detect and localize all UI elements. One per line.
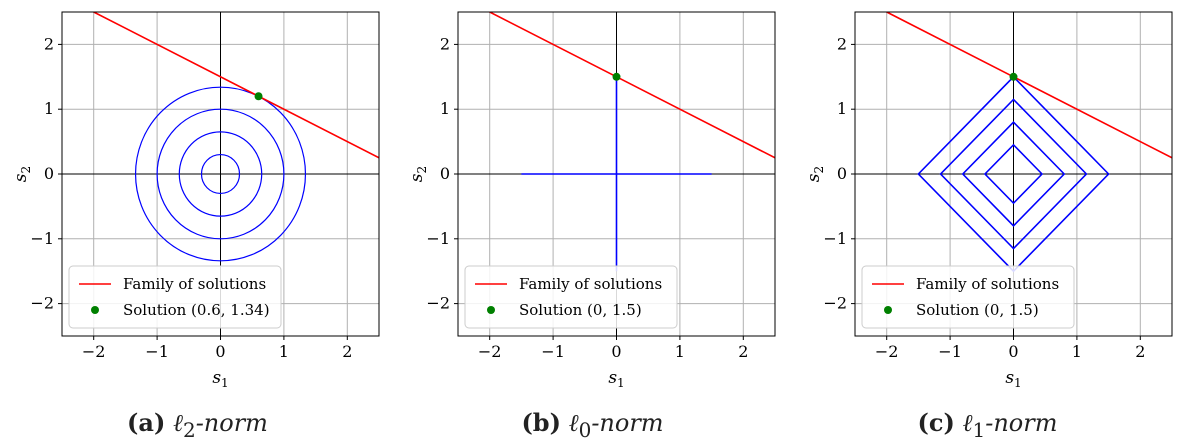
plot-content — [489, 12, 775, 272]
x-axis-label: s1 — [1005, 368, 1021, 390]
x-tick-label: 1 — [675, 342, 685, 361]
caption-c-norm-sub: 1 — [972, 417, 986, 442]
y-tick-label: −2 — [823, 294, 847, 313]
x-axis-label-sub: 1 — [617, 376, 625, 390]
contour-circle — [200, 153, 241, 195]
x-tick-label: −2 — [82, 342, 106, 361]
contour-diamond — [939, 98, 1088, 250]
x-axis-label: s1 — [608, 368, 624, 390]
x-tick-label: 0 — [611, 342, 621, 361]
y-axis-label-sub: 2 — [415, 166, 429, 174]
solution-point — [612, 72, 621, 81]
y-axis-label: s2 — [407, 166, 429, 182]
caption-b-norm-text: -norm — [591, 409, 664, 437]
caption-a: (a) ℓ2-norm — [0, 408, 395, 442]
caption-a-label: (a) — [127, 408, 166, 437]
caption-c: (c) ℓ1-norm — [790, 408, 1184, 442]
y-tick-label: 1 — [837, 99, 847, 118]
family-of-solutions-line — [93, 12, 379, 159]
y-tick-label: −2 — [426, 294, 450, 313]
caption-b-label: (b) — [521, 408, 561, 437]
contour-circle — [156, 108, 285, 240]
y-tick-label: 2 — [837, 34, 847, 53]
panel-2: −2 −1 0 1 2 −2 −1 0 1 2 s1 s2 Family of solutions Sol… — [804, 11, 1173, 390]
family-of-solutions-line — [886, 12, 1172, 159]
y-tick-label: −2 — [30, 294, 54, 313]
x-tick-label: −2 — [478, 342, 502, 361]
y-tick-label: −1 — [823, 229, 847, 248]
caption-c-norm-symbol: ℓ — [962, 409, 973, 437]
y-tick-label: 1 — [440, 99, 450, 118]
x-tick-label: 0 — [215, 342, 225, 361]
legend-label-line: Family of solutions — [916, 275, 1059, 293]
caption-b: (b) ℓ0-norm — [395, 408, 790, 442]
x-tick-label: 2 — [342, 342, 352, 361]
solution-point — [1009, 72, 1018, 81]
x-tick-label: −1 — [541, 342, 565, 361]
figure: −2 −1 0 1 2 −2 −1 0 1 2 s1 s2 Family of solutions Sol… — [11, 11, 1173, 390]
legend-label-line: Family of solutions — [123, 275, 266, 293]
y-axis-label: s2 — [804, 166, 826, 182]
family-of-solutions-line — [489, 12, 775, 159]
x-axis-label-sub: 1 — [221, 376, 229, 390]
y-tick-label: −1 — [426, 229, 450, 248]
legend-box — [861, 265, 1075, 329]
y-tick-label: 2 — [44, 34, 54, 53]
plot-content — [93, 12, 379, 262]
caption-b-norm-symbol: ℓ — [568, 409, 579, 437]
legend-label-solution: Solution (0, 1.5) — [519, 301, 642, 319]
solution-point — [254, 92, 263, 101]
contour-circle — [134, 86, 307, 262]
contour-diamond — [983, 143, 1044, 205]
contour-diamond — [961, 121, 1066, 227]
x-tick-label: −1 — [145, 342, 169, 361]
x-axis-label-sub: 1 — [1014, 376, 1022, 390]
x-tick-label: 2 — [1135, 342, 1145, 361]
x-tick-label: 1 — [279, 342, 289, 361]
caption-b-norm-sub: 0 — [578, 417, 592, 442]
y-tick-label: 2 — [440, 34, 450, 53]
legend-point-swatch — [487, 306, 495, 314]
legend-point-swatch — [91, 306, 99, 314]
y-tick-label: 0 — [44, 164, 54, 183]
x-tick-label: 2 — [738, 342, 748, 361]
panel-0: −2 −1 0 1 2 −2 −1 0 1 2 s1 s2 Family of solutions Sol… — [11, 11, 380, 390]
legend-box — [464, 265, 678, 329]
contour-circle — [178, 131, 263, 217]
caption-a-norm-text: -norm — [195, 409, 268, 437]
contour-diamond — [917, 75, 1110, 273]
y-tick-label: 1 — [44, 99, 54, 118]
x-tick-label: −2 — [875, 342, 899, 361]
caption-a-norm-symbol: ℓ — [172, 409, 183, 437]
legend-point-swatch — [884, 306, 892, 314]
legend-label-solution: Solution (0.6, 1.34) — [123, 301, 270, 319]
legend-label-line: Family of solutions — [519, 275, 662, 293]
x-tick-label: −1 — [938, 342, 962, 361]
x-axis-label: s1 — [212, 368, 228, 390]
legend-box — [68, 265, 282, 329]
caption-a-norm-sub: 2 — [182, 417, 196, 442]
y-tick-label: 0 — [837, 164, 847, 183]
x-tick-label: 1 — [1072, 342, 1082, 361]
legend-label-solution: Solution (0, 1.5) — [916, 301, 1039, 319]
caption-c-norm-text: -norm — [985, 409, 1058, 437]
caption-c-label: (c) — [917, 408, 955, 437]
y-axis-label-sub: 2 — [812, 166, 826, 174]
x-tick-label: 0 — [1008, 342, 1018, 361]
y-tick-label: 0 — [440, 164, 450, 183]
panel-1: −2 −1 0 1 2 −2 −1 0 1 2 s1 s2 Family of solutions Sol… — [407, 11, 776, 390]
y-axis-label-sub: 2 — [19, 166, 33, 174]
plot-content — [886, 12, 1172, 273]
y-tick-label: −1 — [30, 229, 54, 248]
y-axis-label: s2 — [11, 166, 33, 182]
